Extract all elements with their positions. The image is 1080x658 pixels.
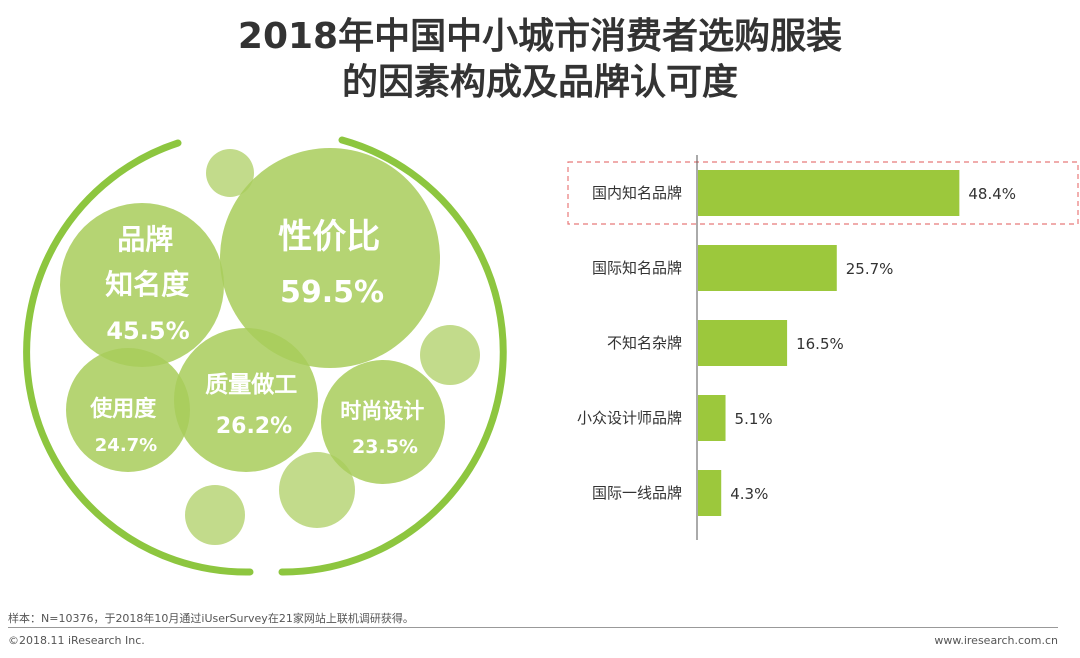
bubble-text-line: 26.2% xyxy=(216,414,292,439)
bubble-text-line: 品牌 xyxy=(117,223,173,256)
bubble-label-quality: 质量做工 26.2% xyxy=(205,371,303,439)
bubble-value-for-money xyxy=(220,148,440,368)
website-link[interactable]: www.iresearch.com.cn xyxy=(934,634,1058,647)
category-label: 不知名杂牌 xyxy=(607,334,682,352)
category-label: 国际知名品牌 xyxy=(592,259,682,277)
bubble-usability xyxy=(66,348,190,472)
bubble-fashion-design xyxy=(321,360,445,484)
category-label: 小众设计师品牌 xyxy=(577,409,682,427)
value-label: 16.5% xyxy=(796,335,844,353)
highlight-box xyxy=(567,161,1079,225)
chart-title-line-2: 的因素构成及品牌认可度 xyxy=(341,62,738,103)
chart-title: 2018年中国中小城市消费者选购服装 的因素构成及品牌认可度 xyxy=(0,14,1080,106)
bubble-text-line: 59.5% xyxy=(280,275,384,310)
bubble-text-line: 使用度 xyxy=(89,396,157,422)
bubble-text-line: 知名度 xyxy=(105,268,189,301)
bubble-text-line: 45.5% xyxy=(106,317,189,345)
value-label: 4.3% xyxy=(730,485,768,503)
bubble-text-line: 质量做工 xyxy=(205,371,297,398)
bar xyxy=(698,395,726,441)
decor-bubble xyxy=(206,149,254,197)
chart-title-line-1: 2018年中国中小城市消费者选购服装 xyxy=(237,16,843,57)
copyright: ©2018.11 iResearch Inc. xyxy=(8,634,145,647)
bubble-text-line: 24.7% xyxy=(95,435,157,456)
value-label: 48.4% xyxy=(968,185,1016,203)
value-label: 5.1% xyxy=(735,410,773,428)
bar xyxy=(698,170,960,216)
bubble-text-line: 性价比 xyxy=(278,217,380,257)
bars-layer: 国内知名品牌 48.4% 国际知名品牌 25.7% 不知名杂牌 16.5% 小众设计师品牌 5… xyxy=(567,155,1079,540)
value-label: 25.7% xyxy=(846,260,894,278)
category-label: 国际一线品牌 xyxy=(592,484,682,502)
footer-divider xyxy=(8,627,1058,628)
decor-bubble xyxy=(185,485,245,545)
decor-bubble xyxy=(279,452,355,528)
bubble-label-fashion-design: 时尚设计 23.5% xyxy=(340,399,430,458)
bubble-label-usability: 使用度 24.7% xyxy=(89,396,162,456)
bubble-label-brand-awareness: 品牌 知名度 45.5% xyxy=(105,223,195,345)
bar xyxy=(698,245,837,291)
bubble-brand-awareness xyxy=(60,203,224,367)
bar xyxy=(698,470,722,516)
bubble-text-line: 23.5% xyxy=(352,436,418,458)
category-label: 国内知名品牌 xyxy=(592,184,682,202)
ring-arc-right xyxy=(278,136,507,576)
bubble-label-value-for-money: 性价比 59.5% xyxy=(278,217,386,310)
brand-recognition-bar-chart: 国内知名品牌 48.4% 国际知名品牌 25.7% 不知名杂牌 16.5% 小众设计师品牌 5… xyxy=(567,155,1079,540)
ring-arc-left xyxy=(23,139,254,576)
bar xyxy=(698,320,788,366)
sample-note: 样本：N=10376，于2018年10月通过iUserSurvey在21家网站上… xyxy=(8,612,414,625)
decor-bubble xyxy=(420,325,480,385)
factor-bubble-chart: 性价比 59.5% 品牌 知名度 45.5% 质量做工 26.2% 使用度 24… xyxy=(23,136,507,576)
bubble-text-line: 时尚设计 xyxy=(340,399,424,423)
bubble-quality xyxy=(174,328,318,472)
